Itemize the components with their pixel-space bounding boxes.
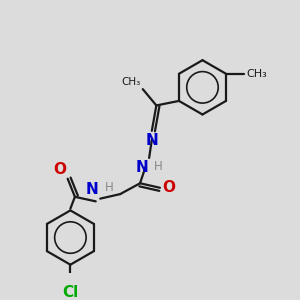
Text: N: N — [86, 182, 98, 197]
Text: CH₃: CH₃ — [122, 77, 141, 87]
Text: H: H — [105, 181, 113, 194]
Text: O: O — [162, 180, 175, 195]
Text: H: H — [154, 160, 162, 173]
Text: CH₃: CH₃ — [246, 69, 267, 79]
Text: O: O — [53, 162, 66, 177]
Text: N: N — [136, 160, 148, 175]
Text: N: N — [146, 133, 158, 148]
Text: Cl: Cl — [62, 286, 79, 300]
